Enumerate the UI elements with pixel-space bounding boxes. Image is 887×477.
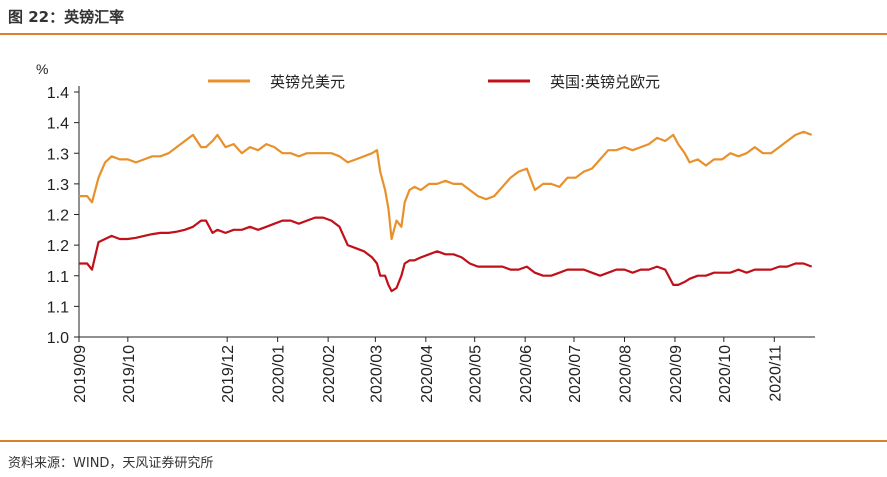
x-tick-label: 2020/02 <box>321 345 338 403</box>
x-tick-label: 2020/06 <box>518 345 535 403</box>
footer-divider <box>0 440 887 442</box>
series-line-gbp-usd <box>79 130 813 241</box>
y-tick-label: 1.2 <box>47 208 69 225</box>
x-tick-label: 2020/09 <box>668 345 685 403</box>
x-tick-label: 2019/09 <box>72 345 89 403</box>
x-tick-label: 2020/03 <box>368 345 385 403</box>
x-tick-label: 2019/12 <box>220 345 237 403</box>
series-layer <box>79 130 813 293</box>
y-tick-label: 1.1 <box>47 269 69 286</box>
y-tick-label: 1.4 <box>47 85 69 102</box>
line-chart: 1.0 1.1 1.1 1.2 1.2 1.3 1.3 1.4 1.4 2019/09 2019/1… <box>36 61 815 403</box>
source-note: 资料来源：WIND，天风证券研究所 <box>8 456 214 471</box>
x-tick-label: 2020/11 <box>767 345 784 402</box>
legend-label-gbp-eur: 英国:英镑兑欧元 <box>550 73 660 91</box>
y-tick-label: 1.3 <box>47 146 69 163</box>
x-tick-label: 2020/04 <box>419 345 436 403</box>
y-tick-label: 1.2 <box>47 238 69 255</box>
legend: 英镑兑美元 英国:英镑兑欧元 <box>208 73 660 91</box>
x-tick-label: 2020/08 <box>617 345 634 403</box>
y-axis-unit-label: % <box>36 61 48 77</box>
series-line-gbp-eur <box>79 216 813 293</box>
x-tick-label: 2019/10 <box>121 345 138 403</box>
y-tick-label: 1.1 <box>47 299 69 316</box>
axis-layer: 1.0 1.1 1.1 1.2 1.2 1.3 1.3 1.4 1.4 2019/09 2019/1… <box>47 85 815 403</box>
y-tick-label: 1.0 <box>47 330 69 347</box>
y-tick-label: 1.3 <box>47 177 69 194</box>
figure-title: 图 22：英镑汇率 <box>8 8 125 26</box>
title-divider <box>0 33 887 35</box>
y-tick-label: 1.4 <box>47 116 69 133</box>
x-tick-label: 2020/01 <box>271 345 288 403</box>
legend-label-gbp-usd: 英镑兑美元 <box>270 73 345 91</box>
x-tick-label: 2020/05 <box>468 345 485 403</box>
x-tick-label: 2020/07 <box>567 345 584 403</box>
x-tick-label: 2020/10 <box>717 345 734 403</box>
